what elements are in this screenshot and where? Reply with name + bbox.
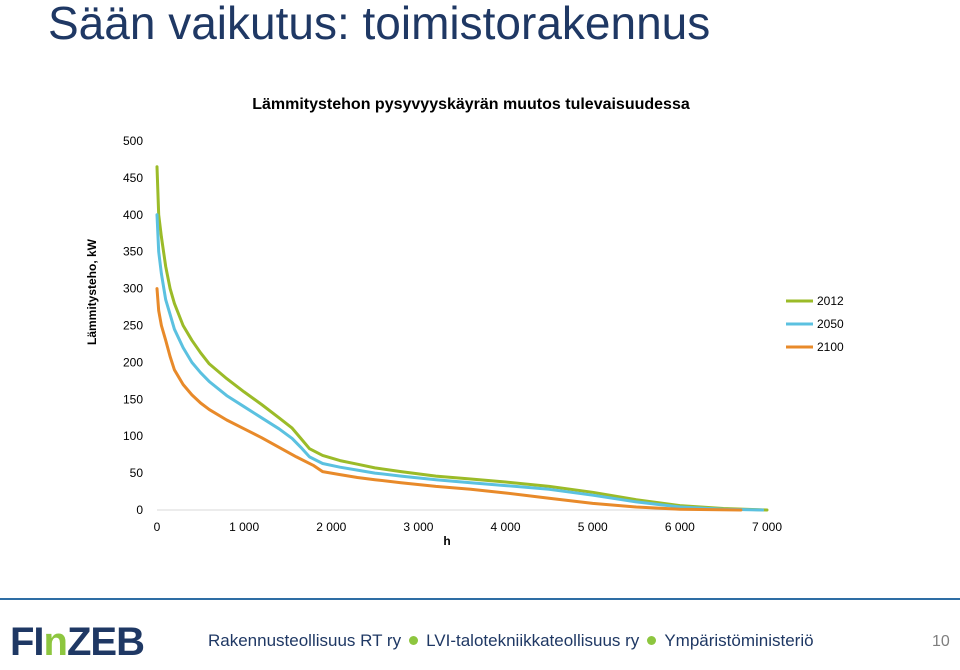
y-tick-label: 50 xyxy=(130,466,144,480)
x-tick-label: 5 000 xyxy=(578,520,608,534)
bullet-icon xyxy=(409,636,419,646)
y-tick-label: 0 xyxy=(136,503,143,517)
series-line-2100 xyxy=(155,287,743,512)
x-tick-label: 6 000 xyxy=(665,520,695,534)
x-tick-label: 4 000 xyxy=(491,520,521,534)
x-tick-label: 2 000 xyxy=(316,520,346,534)
y-tick-label: 450 xyxy=(123,171,143,185)
y-tick-label: 100 xyxy=(123,429,143,443)
x-axis-label: h xyxy=(443,534,450,548)
partner-lvi: LVI-talotekniikkateollisuus ry xyxy=(426,631,640,650)
slide-title: Sään vaikutus: toimistorakennus xyxy=(48,0,711,49)
x-tick-label: 1 000 xyxy=(229,520,259,534)
series-line-2012 xyxy=(155,165,769,512)
series-line-2050 xyxy=(155,213,765,512)
x-tick-label: 7 000 xyxy=(752,520,782,534)
y-tick-label: 400 xyxy=(123,208,143,222)
legend-label-2100: 2100 xyxy=(817,340,844,354)
page-number: 10 xyxy=(932,633,950,650)
line-chart: Lämmitystehon pysyvyyskäyrän muutos tule… xyxy=(85,96,844,548)
legend-label-2012: 2012 xyxy=(817,294,844,308)
y-tick-label: 300 xyxy=(123,282,143,296)
partner-rt: Rakennusteollisuus RT ry xyxy=(208,631,402,650)
footer-partners: Rakennusteollisuus RT ry LVI-talotekniikk… xyxy=(208,631,814,651)
x-tick-label: 0 xyxy=(154,520,161,534)
x-tick-label: 3 000 xyxy=(403,520,433,534)
y-tick-label: 150 xyxy=(123,392,143,406)
y-tick-label: 250 xyxy=(123,319,143,333)
y-tick-label: 350 xyxy=(123,245,143,259)
y-tick-label: 500 xyxy=(123,134,143,148)
finzeb-logo: FInZEB xyxy=(10,620,145,664)
y-axis-label: Lämmitysteho, kW xyxy=(85,238,99,345)
chart-title: Lämmitystehon pysyvyyskäyrän muutos tule… xyxy=(252,96,690,113)
y-tick-label: 200 xyxy=(123,355,143,369)
legend-label-2050: 2050 xyxy=(817,317,844,331)
footer-divider xyxy=(0,598,960,600)
partner-ym: Ympäristöministeriö xyxy=(664,631,814,650)
bullet-icon xyxy=(647,636,657,646)
